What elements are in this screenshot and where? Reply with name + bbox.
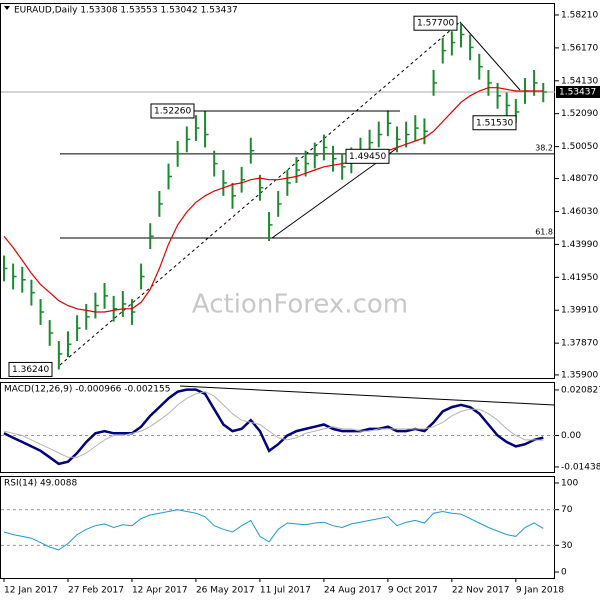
y-tick-label: 1.48070 <box>561 174 598 184</box>
annotation-box <box>472 115 517 131</box>
y-tick-label: 1.35900 <box>561 370 598 380</box>
rsi-panel <box>0 476 555 579</box>
y-tick-label: 100 <box>561 478 578 488</box>
y-tick-label: 1.52090 <box>561 109 598 119</box>
x-tick-label: 27 Feb 2017 <box>68 586 124 596</box>
annotation-label: 1.52260 <box>154 106 191 116</box>
macd-trend-line <box>179 385 555 406</box>
watermark: ActionForex.com <box>192 290 408 320</box>
y-tick-label: -0.014386 <box>561 462 600 472</box>
chart-title: EURAUD,Daily 1.53308 1.53553 1.53042 1.5… <box>14 6 238 16</box>
y-tick-label: 1.54130 <box>561 76 598 86</box>
x-tick-label: 26 May 2017 <box>196 586 255 596</box>
y-tick-label: 1.43990 <box>561 240 598 250</box>
trend-line <box>459 21 521 91</box>
channel-line <box>59 21 461 366</box>
series-line <box>3 391 544 458</box>
dropdown-icon <box>4 6 10 10</box>
fib-label: 61.8 <box>535 227 553 236</box>
annotation-label: 1.51530 <box>476 118 513 128</box>
x-tick-label: 9 Jan 2018 <box>516 586 564 596</box>
y-tick-label: 70 <box>561 505 573 515</box>
y-tick-label: 1.39910 <box>561 306 598 316</box>
y-tick-label: 0.020827 <box>561 385 600 395</box>
x-tick-label: 24 Aug 2017 <box>324 586 382 596</box>
y-tick-label: 0 <box>561 568 567 578</box>
macd-panel <box>0 382 555 473</box>
x-tick-label: 12 Apr 2017 <box>132 586 188 596</box>
y-tick-label: 0.00 <box>561 431 581 441</box>
annotation-box <box>8 361 53 377</box>
y-tick-label: 30 <box>561 541 573 551</box>
last-price-box <box>556 85 600 98</box>
y-tick-label: 1.37870 <box>561 339 598 349</box>
rsi-title: RSI(14) 49.0088 <box>4 479 77 489</box>
price-panel <box>0 3 555 379</box>
annotation-label: 1.36240 <box>12 365 49 375</box>
y-tick-label: 1.56170 <box>561 43 598 53</box>
x-tick-label: 22 Nov 2017 <box>452 586 510 596</box>
x-tick-label: 9 Oct 2017 <box>388 586 438 596</box>
y-tick-label: 1.41950 <box>561 273 598 283</box>
annotation-label: 1.57700 <box>417 19 454 29</box>
last-price-label: 1.53437 <box>559 87 596 97</box>
fib-label: 38.2 <box>535 143 553 152</box>
series-line <box>3 509 544 551</box>
y-tick-label: 1.50050 <box>561 142 598 152</box>
y-tick-label: 1.58210 <box>561 10 598 20</box>
x-tick-label: 11 Jul 2017 <box>260 586 311 596</box>
series-line <box>3 87 544 313</box>
annotation-label: 1.49450 <box>349 152 386 162</box>
series-line <box>3 388 544 466</box>
x-tick-label: 12 Jan 2017 <box>4 586 58 596</box>
macd-title: MACD(12,26,9) -0.000966 -0.002155 <box>4 385 170 395</box>
y-tick-label: 1.46030 <box>561 207 598 217</box>
annotation-box <box>413 15 458 31</box>
annotation-box <box>150 103 195 119</box>
annotation-box <box>345 148 390 164</box>
